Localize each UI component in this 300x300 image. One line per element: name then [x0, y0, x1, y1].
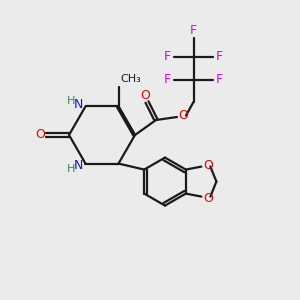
- Text: CH₃: CH₃: [120, 74, 141, 84]
- Text: O: O: [179, 109, 188, 122]
- Text: F: F: [216, 73, 223, 86]
- Text: N: N: [74, 98, 84, 111]
- Text: O: O: [203, 159, 213, 172]
- Text: F: F: [164, 73, 171, 86]
- Text: H: H: [67, 164, 75, 174]
- Text: N: N: [74, 159, 84, 172]
- Text: O: O: [35, 128, 45, 142]
- Text: O: O: [203, 192, 213, 205]
- Text: O: O: [141, 89, 150, 102]
- Text: F: F: [190, 24, 197, 38]
- Text: F: F: [164, 50, 171, 64]
- Text: H: H: [67, 96, 75, 106]
- Text: F: F: [216, 50, 223, 64]
